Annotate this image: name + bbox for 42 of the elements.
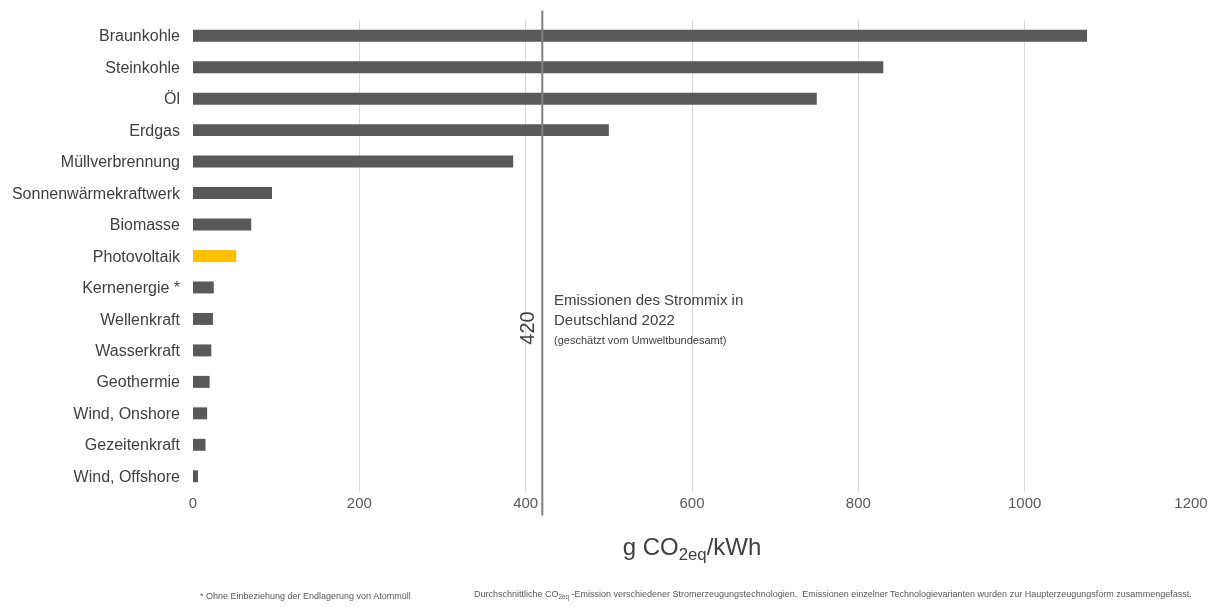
ref-line-label: 420 (515, 311, 538, 345)
y-tick-label: Braunkohle (99, 27, 181, 45)
bar (193, 438, 206, 451)
y-tick-label: Steinkohle (105, 58, 181, 76)
y-tick-label: Wind, Onshore (73, 404, 181, 422)
y-tick-label: Wasserkraft (95, 342, 181, 359)
x-tick-label: 1000 (1007, 494, 1042, 511)
bar (193, 312, 213, 325)
y-tick-label: Öl (164, 90, 180, 108)
y-tick-label: Erdgas (129, 121, 180, 139)
bar (193, 155, 514, 168)
text: * Ohne Einbeziehung der Endlagerung von Atommüll (200, 591, 411, 601)
y-tick-label: Sonnenwärmekraftwerk (11, 184, 181, 202)
text: Durchschnittliche CO$_{2eq}$ -Emission verschiedener Stromerzeugungstechnologien. Emissionen einzelner Technologievarianten wurden zur Haupterzeugungsform zusammengefasst. (474, 589, 1192, 601)
y-tick-label: Wind, Offshore (73, 467, 181, 485)
bar (193, 407, 208, 420)
bar (193, 470, 198, 483)
y-tick-label: Wellenkraft (100, 310, 181, 328)
y-tick-label: Photovoltaik (92, 247, 181, 265)
bar (193, 218, 252, 231)
bar (193, 124, 609, 137)
bar (193, 250, 237, 262)
bar (193, 92, 817, 105)
x-tick-label: 400 (513, 494, 539, 511)
y-tick-label: Gezeitenkraft (84, 436, 181, 454)
bar (193, 281, 214, 294)
bar (193, 344, 212, 357)
bar (193, 375, 210, 388)
x-tick-label: 1200 (1174, 494, 1208, 511)
y-tick-label: Kernenergie * (82, 279, 180, 297)
x-tick-label: 800 (845, 494, 871, 511)
y-tick-label: Müllverbrennung (60, 153, 180, 171)
annotation: Emissionen des Strommix in Deutschland 2022 (geschätzt vom Umweltbundesamt) (554, 291, 744, 346)
bar (193, 29, 1088, 42)
x-tick-label: 600 (679, 494, 705, 511)
bar (193, 187, 273, 200)
bar (193, 61, 884, 74)
x-axis-title: g CO$_{2eq}$/kWh (622, 533, 762, 565)
x-tick-label: 200 (346, 494, 372, 511)
x-tick-label: 0 (188, 494, 198, 511)
y-tick-label: Geothermie (96, 373, 181, 391)
y-tick-label: Biomasse (109, 216, 181, 234)
